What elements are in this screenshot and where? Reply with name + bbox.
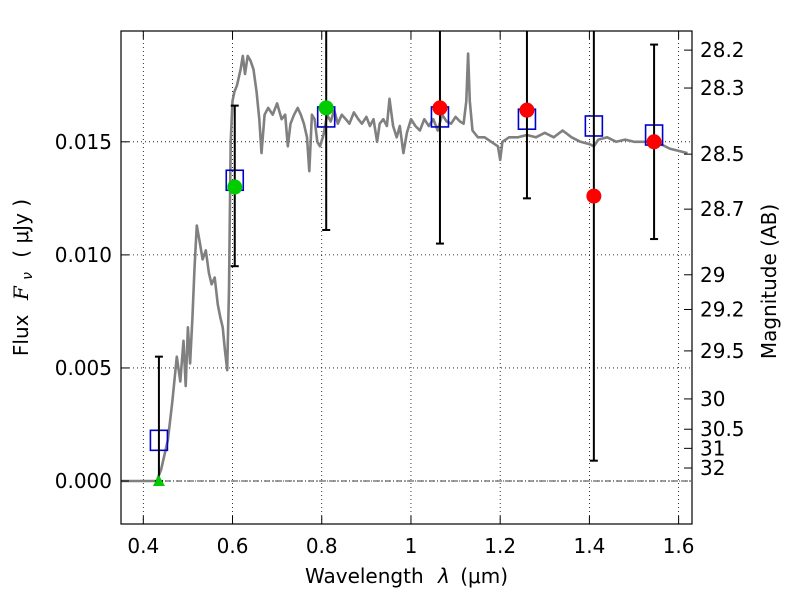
y2-tick-label: 28.2 [700, 38, 745, 62]
y2-tick-label: 28.3 [700, 76, 745, 100]
y2-tick-label: 31 [700, 436, 725, 460]
y2-tick-label: 30.5 [700, 417, 745, 441]
x-tick-label: 0.4 [127, 534, 159, 558]
x-tick-label: 0.6 [217, 534, 249, 558]
y-axis-label-subscript: ν [20, 272, 36, 280]
x-axis-label-text: Wavelength [305, 564, 424, 588]
y-axis-label-unit: ( μJy ) [9, 199, 33, 258]
x-axis-label: Wavelength λ (μm) [305, 564, 508, 588]
y-axis-label: Flux F ν ( μJy ) [9, 199, 37, 356]
y2-tick-label: 28.7 [700, 197, 745, 221]
x-tick-label: 1 [405, 534, 418, 558]
x-tick-label: 1.6 [663, 534, 695, 558]
upper-limit-triangle [152, 475, 165, 487]
measured-flux-red-circle [432, 100, 448, 116]
tick-layer: 0.4 0.6 0.8 1 1.2 1.4 1.6 0.000 0.005 0.010 0.015 2… [55, 31, 745, 558]
measured-flux-red-circle [519, 102, 535, 118]
y-tick-label: 0.010 [55, 243, 112, 267]
y2-tick-label: 29.2 [700, 297, 745, 321]
y2-tick-label: 32 [700, 456, 725, 480]
sed-model-line [121, 52, 688, 483]
y-axis-label-symbol: F [9, 285, 33, 301]
measured-flux-red-circle [586, 188, 602, 204]
y-axis-label-text: Flux [9, 314, 33, 356]
measured-flux-green-circle [318, 100, 334, 116]
x-tick-label: 1.2 [484, 534, 516, 558]
x-tick-label: 0.8 [306, 534, 338, 558]
grid-layer [121, 31, 692, 524]
data-layer [121, 31, 692, 487]
y-tick-label: 0.015 [55, 130, 112, 154]
y2-tick-label: 30 [700, 387, 725, 411]
y2-tick-label: 28.5 [700, 142, 745, 166]
y2-tick-label: 29.5 [700, 339, 745, 363]
measured-flux-red-circle [646, 134, 662, 150]
y-tick-label: 0.000 [55, 469, 112, 493]
x-tick-label: 1.4 [573, 534, 605, 558]
measured-flux-green-circle [227, 179, 243, 195]
x-axis-label-symbol: λ [437, 564, 450, 588]
x-axis-label-unit: (μm) [460, 564, 508, 588]
y-tick-label: 0.005 [55, 356, 112, 380]
plot-frame [120, 30, 693, 525]
y2-tick-label: 29 [700, 263, 725, 287]
y2-axis-label: Magnitude (AB) [757, 204, 781, 359]
